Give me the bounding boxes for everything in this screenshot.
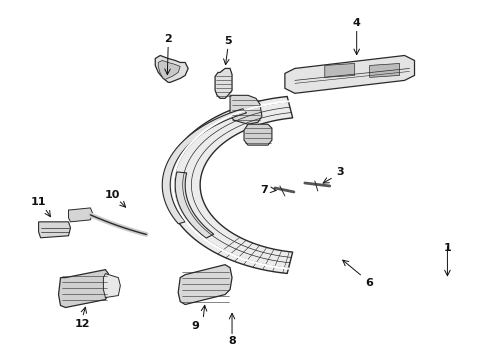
Text: 6: 6 [366, 278, 373, 288]
Polygon shape [162, 109, 246, 224]
Polygon shape [285, 55, 415, 93]
Text: 1: 1 [443, 243, 451, 253]
Polygon shape [69, 208, 93, 222]
Text: 11: 11 [31, 197, 47, 207]
Text: 12: 12 [74, 319, 90, 329]
Text: 10: 10 [105, 190, 120, 200]
Polygon shape [165, 96, 293, 274]
Polygon shape [155, 55, 188, 82]
Polygon shape [215, 68, 232, 98]
Polygon shape [39, 222, 71, 238]
Polygon shape [158, 60, 180, 80]
Text: 8: 8 [228, 336, 236, 346]
Polygon shape [325, 63, 355, 77]
Text: 2: 2 [164, 33, 172, 44]
Polygon shape [244, 124, 272, 145]
Text: 7: 7 [260, 185, 268, 195]
Polygon shape [103, 274, 121, 298]
Text: 9: 9 [191, 321, 199, 332]
Text: 5: 5 [224, 36, 232, 46]
Text: 3: 3 [336, 167, 343, 177]
Polygon shape [178, 265, 232, 305]
Polygon shape [175, 172, 214, 238]
Polygon shape [369, 63, 399, 77]
Polygon shape [230, 95, 262, 124]
Text: 4: 4 [353, 18, 361, 28]
Polygon shape [58, 270, 108, 307]
